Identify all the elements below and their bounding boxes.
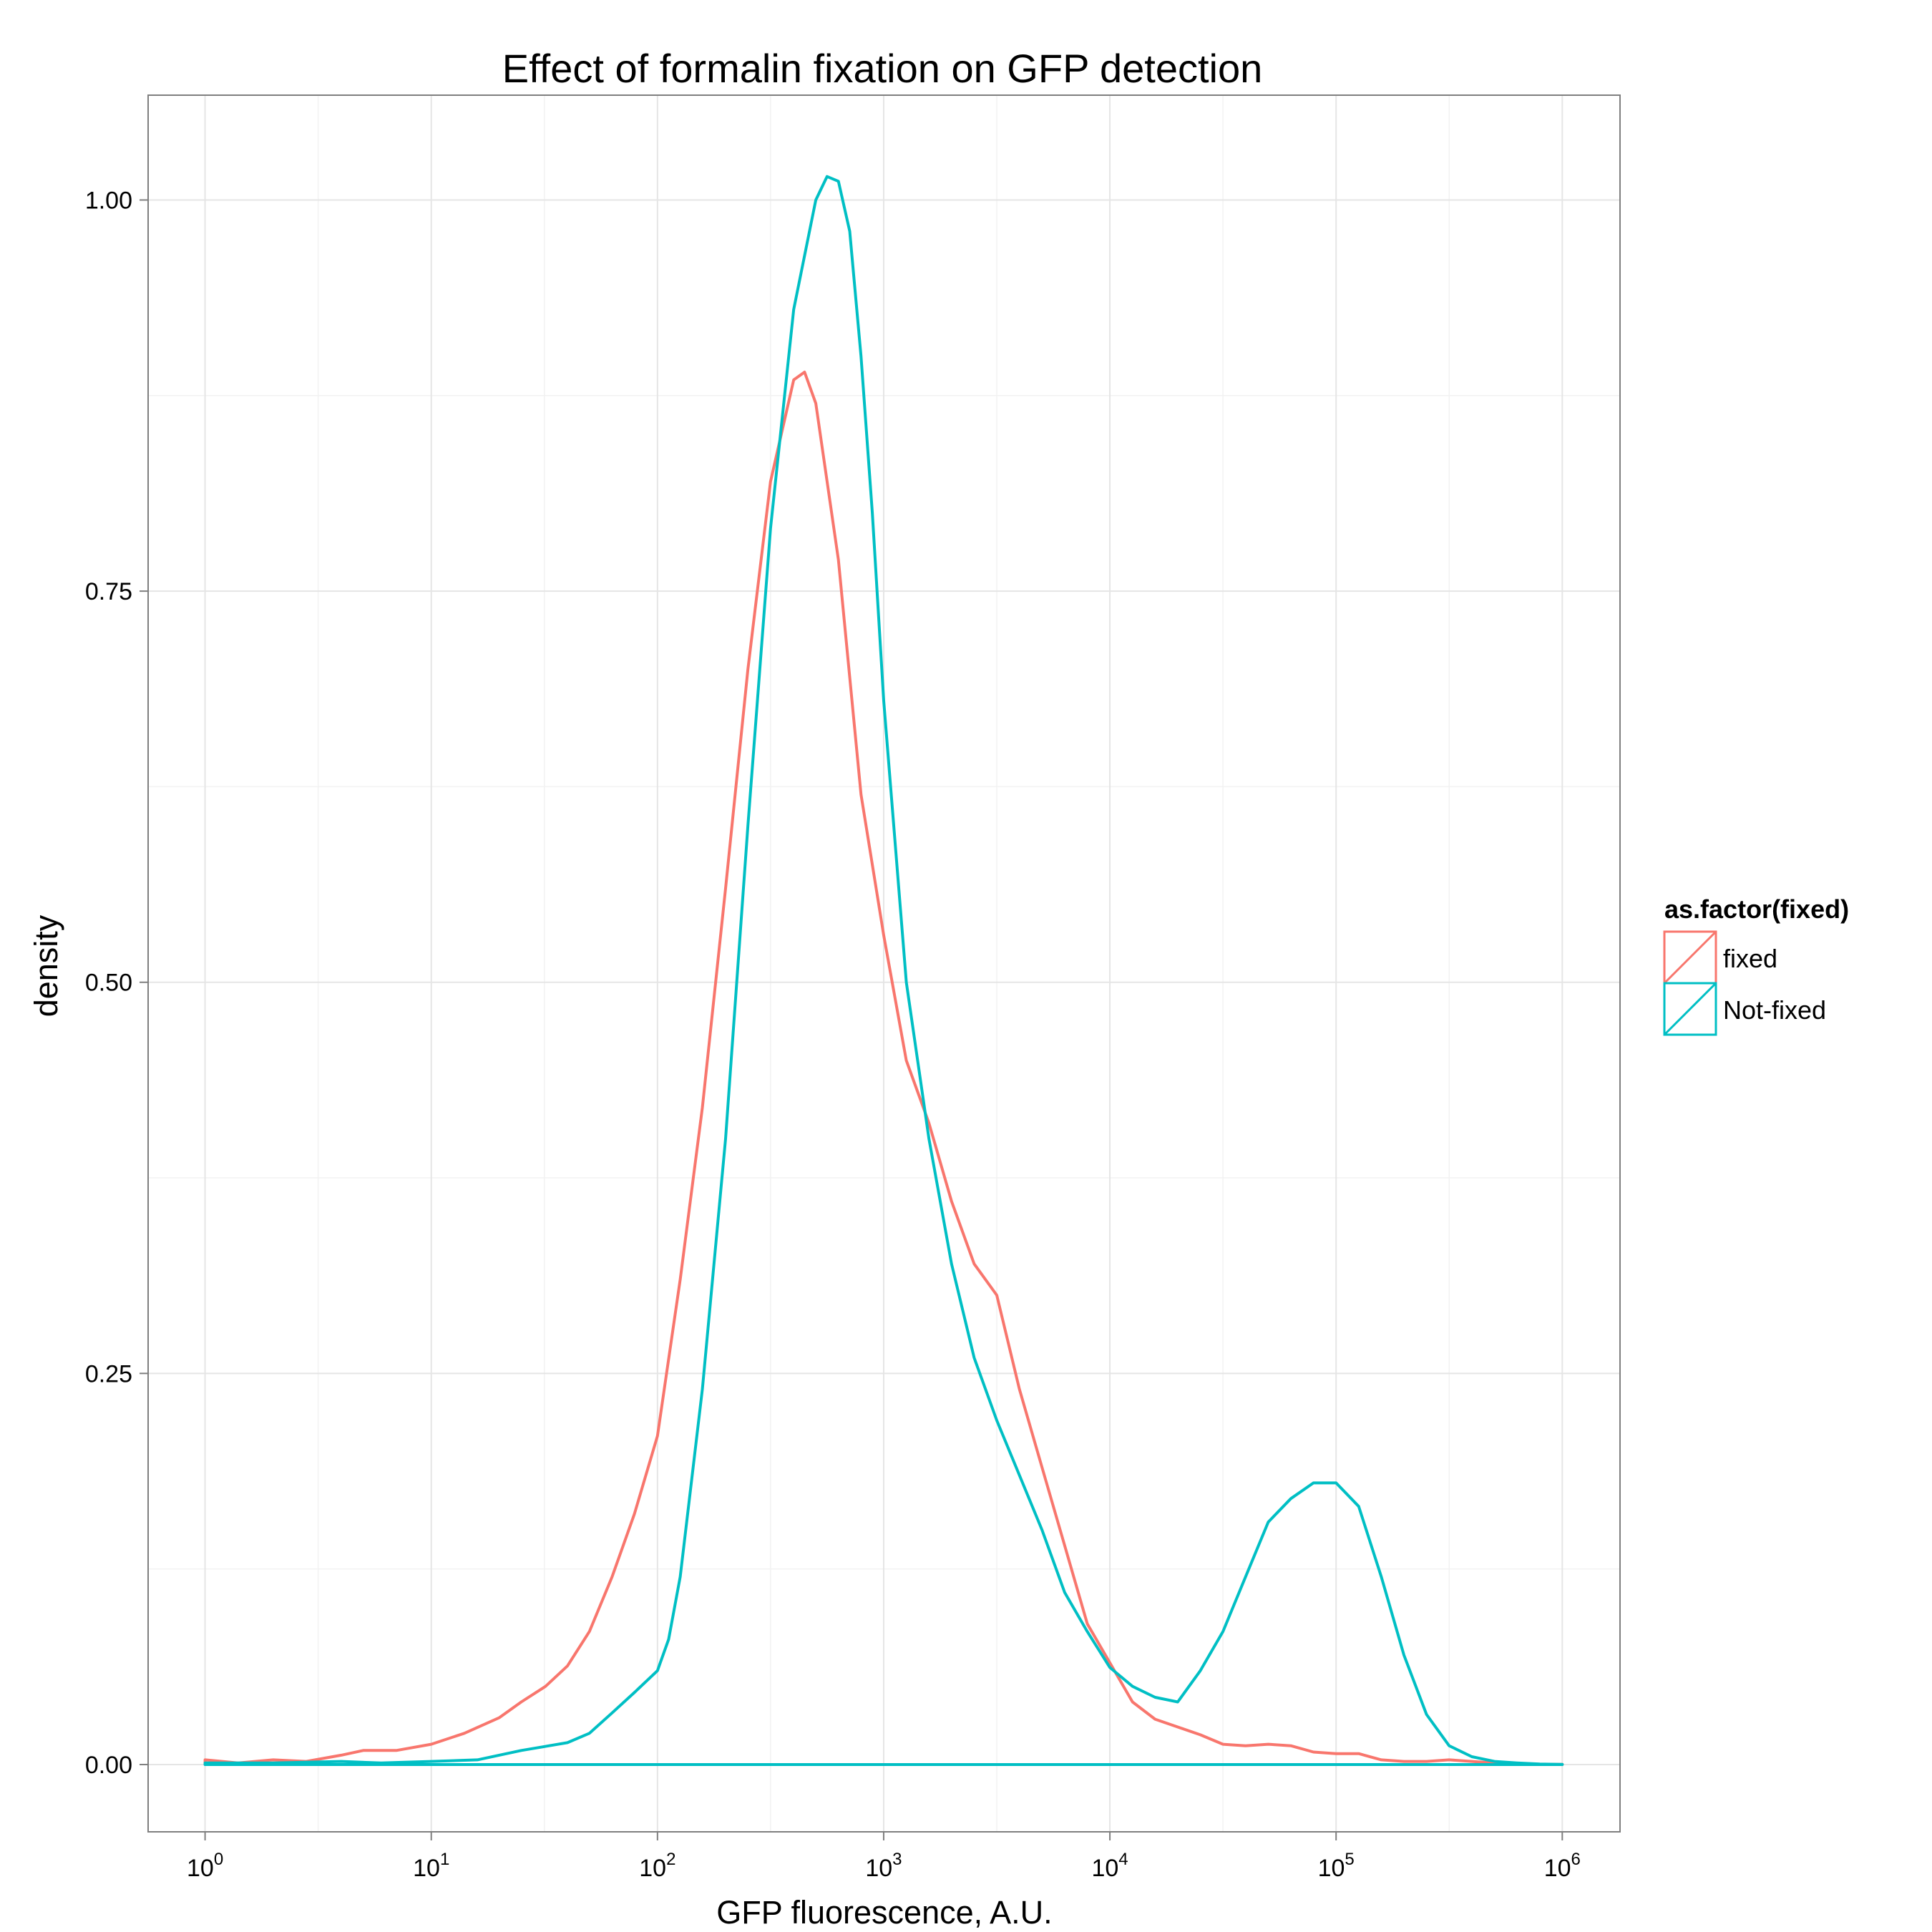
chart-title: Effect of formalin fixation on GFP detec… — [502, 46, 1263, 91]
legend-label-fixed: fixed — [1723, 944, 1777, 973]
legend-label-not-fixed: Not-fixed — [1723, 995, 1826, 1025]
legend-item-fixed[interactable]: fixed — [1663, 930, 1777, 985]
series-line-not-fixed — [203, 175, 1564, 1766]
x-tick-label: 103 — [865, 1850, 902, 1882]
x-tick-label: 101 — [413, 1850, 449, 1882]
x-tick-label: 104 — [1091, 1850, 1128, 1882]
y-tick-label: 0.25 — [85, 1360, 132, 1387]
x-tick-label: 106 — [1544, 1850, 1581, 1882]
legend: as.factor(fixed) fixed Not-fixed — [1663, 894, 1849, 1036]
x-tick-label: 105 — [1318, 1850, 1355, 1882]
y-tick-label: 0.00 — [85, 1752, 132, 1779]
legend-item-not-fixed[interactable]: Not-fixed — [1663, 982, 1826, 1036]
y-axis-title: density — [28, 914, 64, 1017]
x-axis: 100 101 102 103 104 105 106 — [187, 1832, 1581, 1882]
grid-lines — [148, 95, 1620, 1832]
legend-key-fixed-line — [1663, 930, 1717, 985]
series-line-fixed — [203, 371, 1564, 1766]
y-tick-label: 1.00 — [85, 187, 132, 214]
x-axis-title: GFP fluorescence, A.U. — [716, 1894, 1052, 1931]
series-lines — [203, 175, 1564, 1766]
legend-key-not-fixed-line — [1663, 982, 1717, 1036]
legend-title: as.factor(fixed) — [1664, 894, 1849, 924]
x-tick-label: 102 — [639, 1850, 675, 1882]
x-tick-label: 100 — [187, 1850, 223, 1882]
y-tick-label: 0.75 — [85, 578, 132, 605]
y-tick-label: 0.50 — [85, 970, 132, 997]
y-axis: 0.00 0.25 0.50 0.75 1.00 — [85, 187, 148, 1779]
